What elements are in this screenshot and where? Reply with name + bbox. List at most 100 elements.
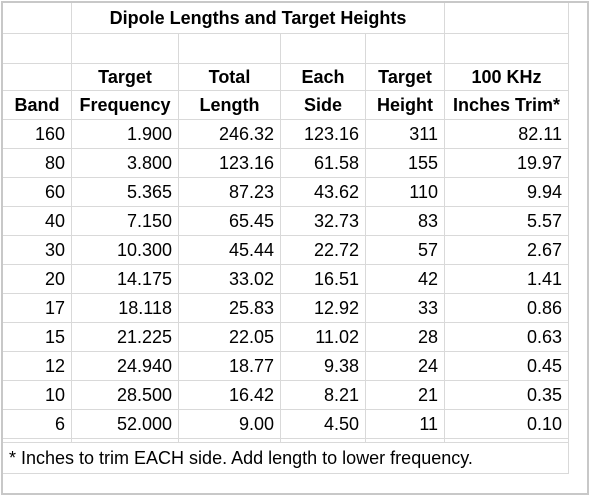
inches-trim-cell[interactable]: 1.41 xyxy=(444,264,569,294)
total-length-cell[interactable]: 9.00 xyxy=(178,409,281,439)
band-cell[interactable]: 160 xyxy=(2,119,72,149)
inches-trim-cell[interactable]: 0.63 xyxy=(444,322,569,352)
band-cell[interactable]: 15 xyxy=(2,322,72,352)
title-empty-cell[interactable] xyxy=(444,2,569,34)
header-cell[interactable]: Each xyxy=(280,63,366,91)
each-side-cell[interactable]: 8.21 xyxy=(280,380,366,410)
frequency-cell[interactable]: 52.000 xyxy=(71,409,179,439)
empty-cell[interactable] xyxy=(178,33,281,64)
inches-trim-cell[interactable]: 0.86 xyxy=(444,293,569,323)
total-length-cell[interactable]: 87.23 xyxy=(178,177,281,207)
inches-trim-cell[interactable]: 0.10 xyxy=(444,409,569,439)
total-length-cell[interactable]: 16.42 xyxy=(178,380,281,410)
frequency-cell[interactable]: 24.940 xyxy=(71,351,179,381)
table-row: 160 1.900 246.32 123.16 311 82.11 xyxy=(2,119,569,149)
band-cell[interactable]: 12 xyxy=(2,351,72,381)
title-row: Dipole Lengths and Target Heights xyxy=(2,2,569,34)
total-length-cell[interactable]: 22.05 xyxy=(178,322,281,352)
target-height-cell[interactable]: 83 xyxy=(365,206,445,236)
frequency-cell[interactable]: 28.500 xyxy=(71,380,179,410)
band-cell[interactable]: 60 xyxy=(2,177,72,207)
header-cell[interactable]: Total xyxy=(178,63,281,91)
band-cell[interactable]: 80 xyxy=(2,148,72,178)
table-row: 40 7.150 65.45 32.73 83 5.57 xyxy=(2,206,569,236)
band-cell[interactable]: 30 xyxy=(2,235,72,265)
empty-cell[interactable] xyxy=(365,33,445,64)
target-height-cell[interactable]: 33 xyxy=(365,293,445,323)
header-cell[interactable]: Target xyxy=(365,63,445,91)
each-side-cell[interactable]: 22.72 xyxy=(280,235,366,265)
frequency-cell[interactable]: 5.365 xyxy=(71,177,179,207)
header-cell[interactable]: Height xyxy=(365,90,445,120)
inches-trim-cell[interactable]: 0.45 xyxy=(444,351,569,381)
header-cell[interactable]: Band xyxy=(2,90,72,120)
target-height-cell[interactable]: 24 xyxy=(365,351,445,381)
target-height-cell[interactable]: 42 xyxy=(365,264,445,294)
target-height-cell[interactable]: 28 xyxy=(365,322,445,352)
inches-trim-cell[interactable]: 9.94 xyxy=(444,177,569,207)
header-row-2: Band Frequency Length Side Height Inches… xyxy=(2,90,569,120)
total-length-cell[interactable]: 45.44 xyxy=(178,235,281,265)
each-side-cell[interactable]: 9.38 xyxy=(280,351,366,381)
target-height-cell[interactable]: 155 xyxy=(365,148,445,178)
band-cell[interactable]: 17 xyxy=(2,293,72,323)
header-cell[interactable]: 100 KHz xyxy=(444,63,569,91)
each-side-cell[interactable]: 32.73 xyxy=(280,206,366,236)
band-cell[interactable]: 10 xyxy=(2,380,72,410)
spacer-row xyxy=(2,33,569,64)
table-row: 10 28.500 16.42 8.21 21 0.35 xyxy=(2,380,569,410)
band-cell[interactable]: 40 xyxy=(2,206,72,236)
total-length-cell[interactable]: 33.02 xyxy=(178,264,281,294)
each-side-cell[interactable]: 16.51 xyxy=(280,264,366,294)
table-row: 17 18.118 25.83 12.92 33 0.86 xyxy=(2,293,569,323)
target-height-cell[interactable]: 57 xyxy=(365,235,445,265)
empty-cell[interactable] xyxy=(2,33,72,64)
total-length-cell[interactable]: 65.45 xyxy=(178,206,281,236)
inches-trim-cell[interactable]: 5.57 xyxy=(444,206,569,236)
frequency-cell[interactable]: 10.300 xyxy=(71,235,179,265)
total-length-cell[interactable]: 123.16 xyxy=(178,148,281,178)
inches-trim-cell[interactable]: 19.97 xyxy=(444,148,569,178)
target-height-cell[interactable]: 311 xyxy=(365,119,445,149)
header-cell[interactable]: Frequency xyxy=(71,90,179,120)
band-cell[interactable]: 20 xyxy=(2,264,72,294)
frequency-cell[interactable]: 21.225 xyxy=(71,322,179,352)
frequency-cell[interactable]: 1.900 xyxy=(71,119,179,149)
target-height-cell[interactable]: 21 xyxy=(365,380,445,410)
header-cell[interactable]: Inches Trim* xyxy=(444,90,569,120)
total-length-cell[interactable]: 18.77 xyxy=(178,351,281,381)
each-side-cell[interactable]: 4.50 xyxy=(280,409,366,439)
header-cell[interactable] xyxy=(2,63,72,91)
empty-cell[interactable] xyxy=(71,33,179,64)
title-spacer-cell[interactable] xyxy=(2,2,72,34)
band-cell[interactable]: 6 xyxy=(2,409,72,439)
table-row: 30 10.300 45.44 22.72 57 2.67 xyxy=(2,235,569,265)
each-side-cell[interactable]: 61.58 xyxy=(280,148,366,178)
inches-trim-cell[interactable]: 0.35 xyxy=(444,380,569,410)
header-row-1: Target Total Each Target 100 KHz xyxy=(2,63,569,91)
inches-trim-cell[interactable]: 2.67 xyxy=(444,235,569,265)
each-side-cell[interactable]: 43.62 xyxy=(280,177,366,207)
target-height-cell[interactable]: 11 xyxy=(365,409,445,439)
each-side-cell[interactable]: 12.92 xyxy=(280,293,366,323)
each-side-cell[interactable]: 123.16 xyxy=(280,119,366,149)
footnote[interactable]: * Inches to trim EACH side. Add length t… xyxy=(2,442,569,474)
dipole-table: Dipole Lengths and Target Heights Target… xyxy=(2,2,569,474)
frequency-cell[interactable]: 14.175 xyxy=(71,264,179,294)
frequency-cell[interactable]: 18.118 xyxy=(71,293,179,323)
total-length-cell[interactable]: 25.83 xyxy=(178,293,281,323)
frequency-cell[interactable]: 3.800 xyxy=(71,148,179,178)
footnote-row: * Inches to trim EACH side. Add length t… xyxy=(2,442,569,474)
header-cell[interactable]: Side xyxy=(280,90,366,120)
header-cell[interactable]: Target xyxy=(71,63,179,91)
empty-cell[interactable] xyxy=(444,33,569,64)
total-length-cell[interactable]: 246.32 xyxy=(178,119,281,149)
inches-trim-cell[interactable]: 82.11 xyxy=(444,119,569,149)
header-cell[interactable]: Length xyxy=(178,90,281,120)
empty-cell[interactable] xyxy=(280,33,366,64)
table-row: 20 14.175 33.02 16.51 42 1.41 xyxy=(2,264,569,294)
frequency-cell[interactable]: 7.150 xyxy=(71,206,179,236)
target-height-cell[interactable]: 110 xyxy=(365,177,445,207)
each-side-cell[interactable]: 11.02 xyxy=(280,322,366,352)
table-title[interactable]: Dipole Lengths and Target Heights xyxy=(71,2,445,34)
